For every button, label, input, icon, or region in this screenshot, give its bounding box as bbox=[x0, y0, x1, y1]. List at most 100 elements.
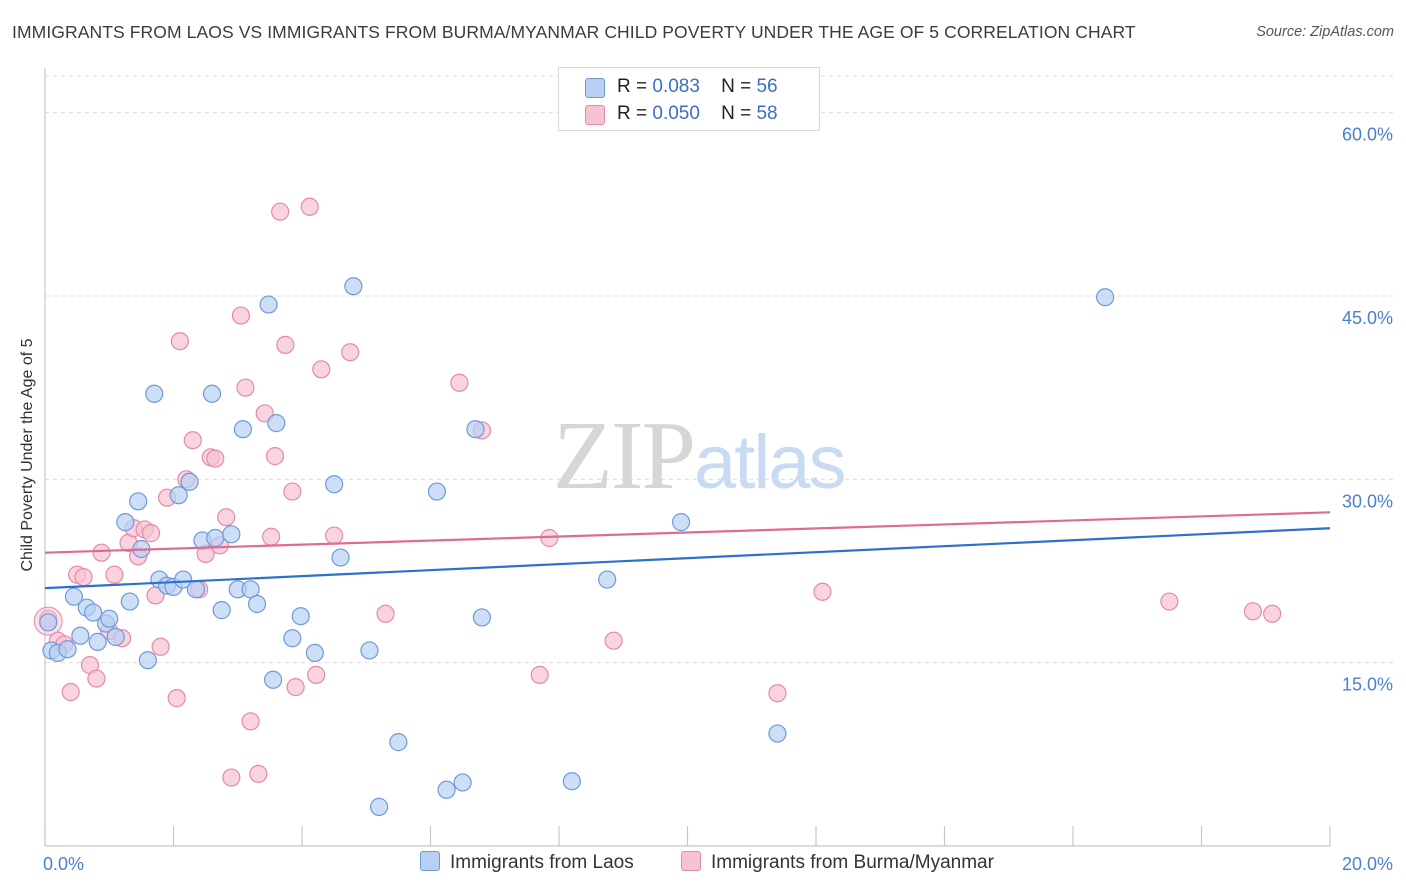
y-tick-label: 30.0% bbox=[1342, 491, 1393, 511]
burma-point bbox=[262, 527, 281, 546]
burma-point bbox=[813, 582, 832, 601]
watermark-zip: ZIP bbox=[553, 402, 696, 510]
legend-burma-n-label: N = bbox=[721, 103, 752, 124]
axes bbox=[44, 68, 1331, 847]
laos-point bbox=[263, 670, 283, 689]
burma-point bbox=[170, 332, 190, 351]
burma-trend-line bbox=[44, 511, 1331, 554]
burma-point bbox=[74, 568, 93, 587]
laos-point bbox=[138, 651, 157, 670]
laos-point bbox=[202, 384, 222, 403]
laos-point bbox=[186, 580, 206, 599]
laos-point bbox=[472, 608, 491, 627]
burma-point bbox=[341, 343, 360, 362]
laos-trend-line bbox=[44, 527, 1331, 590]
burma-point bbox=[206, 449, 225, 468]
laos-point bbox=[427, 482, 447, 501]
x-tick-label: 0.0% bbox=[43, 854, 84, 874]
legend-laos-n-label: N = bbox=[721, 76, 752, 97]
x-tick-label: 20.0% bbox=[1342, 854, 1393, 874]
burma-point bbox=[265, 447, 285, 466]
burma-point bbox=[1243, 602, 1263, 621]
laos-point bbox=[370, 797, 389, 816]
bottom-legend-burma-swatch bbox=[681, 851, 701, 871]
burma-point bbox=[92, 543, 111, 562]
laos-point bbox=[106, 627, 125, 647]
watermark-atlas: atlas bbox=[694, 420, 847, 505]
laos-point bbox=[466, 420, 485, 439]
laos-point bbox=[671, 513, 691, 532]
burma-point bbox=[105, 565, 124, 584]
source-label: Source: ZipAtlas.com bbox=[1256, 24, 1394, 40]
laos-point bbox=[206, 528, 225, 548]
laos-point bbox=[325, 475, 344, 494]
laos-point bbox=[562, 772, 581, 791]
series-burma-points bbox=[33, 197, 1282, 787]
laos-point bbox=[100, 609, 119, 628]
laos-point bbox=[437, 780, 456, 799]
watermark: ZIPatlas bbox=[553, 398, 847, 512]
y-tick-label: 15.0% bbox=[1342, 675, 1393, 695]
tick-labels: 15.0% 30.0% 45.0% 60.0% 0.0% 20.0% bbox=[43, 125, 1393, 874]
burma-point bbox=[151, 637, 170, 656]
laos-point bbox=[259, 295, 278, 314]
legend-burma-n-value: 58 bbox=[756, 103, 778, 124]
laos-point bbox=[129, 492, 148, 511]
burma-point bbox=[255, 404, 274, 423]
laos-point bbox=[453, 773, 472, 792]
burma-point bbox=[1263, 604, 1282, 623]
burma-point bbox=[376, 604, 395, 623]
laos-point bbox=[331, 548, 350, 567]
burma-point bbox=[87, 669, 106, 688]
burma-point bbox=[241, 712, 260, 731]
burma-point bbox=[141, 524, 161, 543]
burma-point bbox=[249, 764, 268, 783]
laos-point bbox=[88, 632, 107, 651]
laos-point bbox=[39, 613, 58, 632]
bottom-legend-burma: Immigrants from Burma/Myanmar bbox=[681, 851, 994, 874]
laos-point bbox=[169, 486, 188, 505]
laos-point bbox=[116, 513, 135, 532]
burma-point bbox=[300, 197, 319, 216]
burma-point bbox=[768, 684, 787, 703]
laos-point bbox=[212, 601, 231, 620]
burma-point bbox=[276, 335, 295, 354]
legend-laos-swatch bbox=[585, 78, 605, 98]
chart-title: IMMIGRANTS FROM LAOS VS IMMIGRANTS FROM … bbox=[12, 22, 1136, 42]
legend-burma-swatch bbox=[585, 105, 605, 125]
legend-burma-r-label: R = bbox=[617, 103, 648, 124]
laos-point bbox=[598, 570, 617, 589]
laos-point bbox=[180, 472, 199, 491]
burma-point bbox=[61, 682, 80, 702]
burma-point bbox=[183, 431, 202, 450]
laos-point bbox=[222, 525, 241, 544]
laos-point bbox=[174, 570, 193, 589]
trend-lines bbox=[44, 511, 1331, 590]
laos-point bbox=[120, 592, 139, 611]
burma-point bbox=[450, 373, 469, 392]
bottom-legend-burma-label: Immigrants from Burma/Myanmar bbox=[711, 852, 994, 873]
burma-point bbox=[167, 689, 186, 708]
burma-point bbox=[530, 665, 549, 684]
burma-point bbox=[236, 378, 255, 397]
bottom-legend-laos-label: Immigrants from Laos bbox=[450, 852, 634, 873]
legend-burma-r-value: 0.050 bbox=[652, 103, 700, 124]
burma-point bbox=[217, 508, 236, 527]
laos-point bbox=[291, 607, 310, 626]
bottom-legend-laos: Immigrants from Laos bbox=[420, 851, 634, 874]
laos-point bbox=[305, 643, 324, 662]
laos-point bbox=[64, 587, 84, 606]
laos-point bbox=[84, 603, 103, 622]
laos-point bbox=[1096, 288, 1115, 307]
legend: R = 0.083 N = 56 R = 0.050 N = 58 bbox=[558, 67, 820, 131]
burma-point bbox=[286, 678, 305, 697]
burma-point bbox=[271, 202, 290, 221]
y-tick-label: 45.0% bbox=[1342, 308, 1393, 328]
legend-laos-r-label: R = bbox=[617, 76, 648, 97]
laos-point bbox=[233, 420, 252, 439]
laos-point bbox=[360, 641, 379, 660]
laos-point bbox=[58, 640, 77, 659]
legend-laos-row: R = 0.083 N = 56 bbox=[617, 76, 778, 98]
y-tick-label: 60.0% bbox=[1342, 125, 1393, 145]
